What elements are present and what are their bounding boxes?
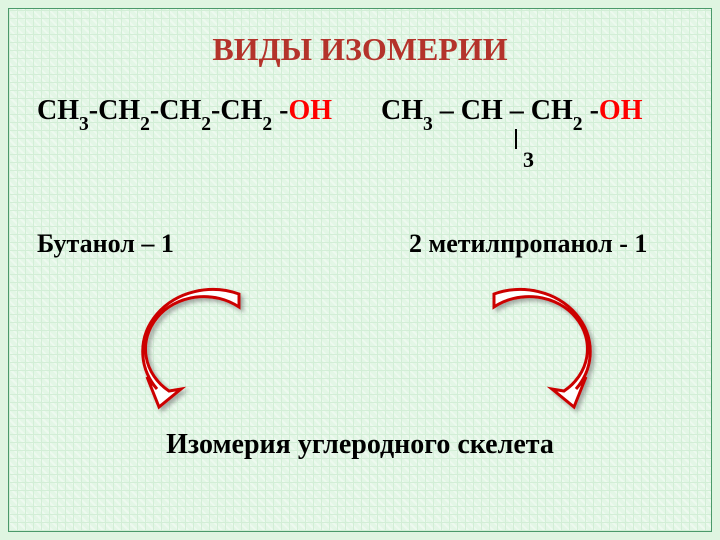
- name-2: 2 метилпропанол - 1: [409, 229, 647, 259]
- slide-frame: ВИДЫ ИЗОМЕРИИ CH3-СH2-CH2-CH2 -OH CH3 – …: [8, 8, 712, 532]
- slide-title: ВИДЫ ИЗОМЕРИИ: [9, 31, 711, 68]
- isomerism-type: Изомерия углеродного скелета: [9, 429, 711, 461]
- formula-2-chain: CH3 – CH – CH2 -OH: [381, 95, 642, 126]
- formula-2-oh: OH: [599, 95, 643, 126]
- formula-2-substituent: 3: [523, 147, 534, 173]
- formula-1-oh: OH: [289, 95, 333, 126]
- slide-canvas: ВИДЫ ИЗОМЕРИИ CH3-СH2-CH2-CH2 -OH CH3 – …: [0, 0, 720, 540]
- title-text: ВИДЫ ИЗОМЕРИИ: [212, 31, 507, 67]
- formula-2-bond-line: [515, 129, 517, 149]
- formula-1-chain: CH3-СH2-CH2-CH2 -OH: [37, 95, 332, 126]
- arrow-left: [119, 279, 279, 409]
- curved-arrow-right-icon: [494, 289, 590, 407]
- name-1: Бутанол – 1: [37, 229, 174, 259]
- formula-2: CH3 – CH – CH2 -OH: [381, 95, 642, 132]
- curved-arrow-left-icon: [143, 289, 239, 407]
- formula-1: CH3-СH2-CH2-CH2 -OH: [37, 95, 332, 132]
- arrow-right: [454, 279, 614, 409]
